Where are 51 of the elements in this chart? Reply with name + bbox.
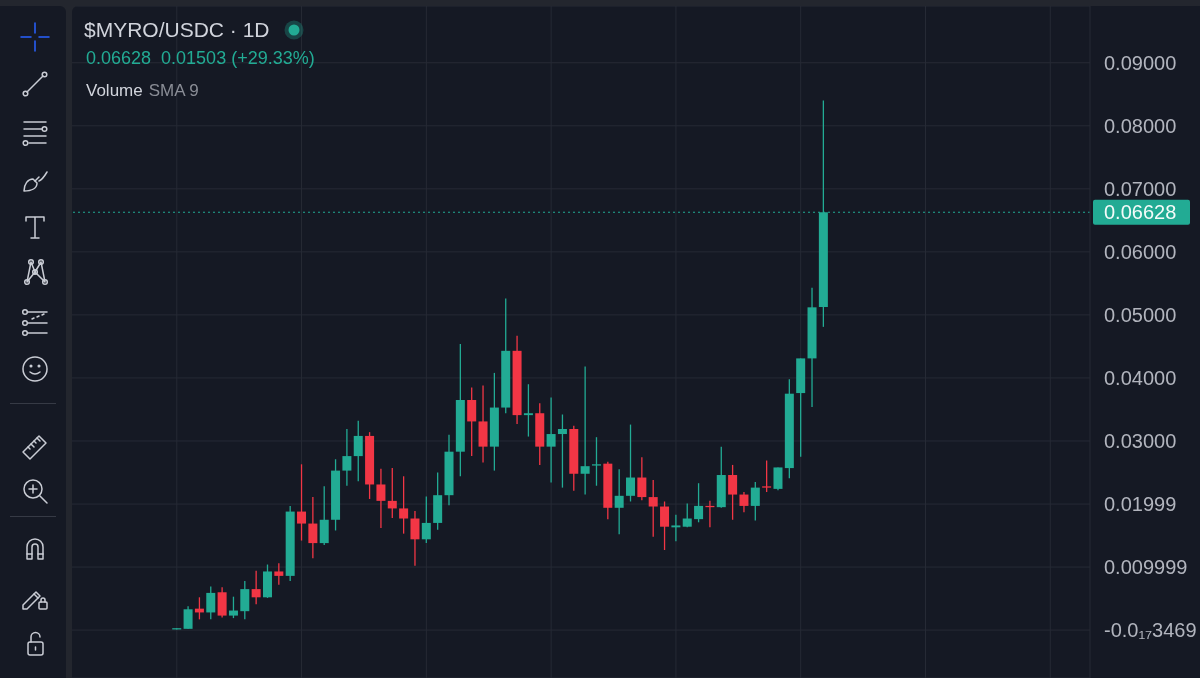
candlestick xyxy=(251,570,261,605)
candlestick xyxy=(626,423,636,503)
candlestick xyxy=(319,485,329,546)
y-tick-label: 0.07000 xyxy=(1104,177,1177,200)
candlestick xyxy=(728,464,738,521)
y-tick-label: 0.009999 xyxy=(1104,556,1188,579)
candlestick xyxy=(762,459,772,493)
candlestick xyxy=(750,481,760,522)
candlestick xyxy=(671,514,681,542)
candlestick xyxy=(297,463,307,542)
candlestick xyxy=(353,420,363,482)
candlestick xyxy=(342,428,352,487)
candlestick xyxy=(591,436,601,487)
y-tick-label: 0.09000 xyxy=(1104,51,1177,74)
candlestick xyxy=(557,413,567,489)
candlestick xyxy=(523,383,533,438)
candlestick xyxy=(614,468,624,535)
annotation: SMA 9 xyxy=(148,81,199,100)
candlestick xyxy=(228,596,238,619)
annotation: 0.06628 xyxy=(86,48,152,68)
candlestick xyxy=(421,495,431,544)
candlestick xyxy=(387,467,397,519)
y-tick-label: -0.0₁₇3469 xyxy=(1104,619,1197,642)
y-tick-label: 0.01999 xyxy=(1104,493,1177,516)
candlestick xyxy=(580,365,590,496)
candlestick xyxy=(410,510,420,567)
candlestick xyxy=(660,500,670,551)
y-tick-label: 0.08000 xyxy=(1104,114,1177,137)
candlestick xyxy=(773,466,783,491)
annotation: Volume xyxy=(86,81,143,100)
y-tick-label: 0.03000 xyxy=(1104,429,1177,452)
candlestick xyxy=(376,468,386,529)
candlestick xyxy=(694,482,704,523)
y-tick-label: 0.05000 xyxy=(1104,303,1177,326)
ref-line-label: 0.06628 xyxy=(1104,201,1177,224)
candlestick xyxy=(637,456,647,501)
candlestick xyxy=(274,562,284,586)
candlestick xyxy=(467,386,477,457)
candlestick xyxy=(206,585,216,621)
y-tick-label: 0.06000 xyxy=(1104,240,1177,263)
text: $MYRO/USDC · 1D xyxy=(84,18,270,42)
candlestick xyxy=(739,491,749,513)
candlestick xyxy=(399,475,409,535)
candlestick xyxy=(240,580,250,621)
candlestick xyxy=(546,396,556,484)
candlestick xyxy=(648,479,658,538)
candlestick xyxy=(217,586,227,619)
candlestick xyxy=(183,605,193,630)
y-tick-label: 0.04000 xyxy=(1104,366,1177,389)
annotation: 0.01503 (+29.33%) xyxy=(161,48,315,68)
candlestick xyxy=(308,496,318,559)
